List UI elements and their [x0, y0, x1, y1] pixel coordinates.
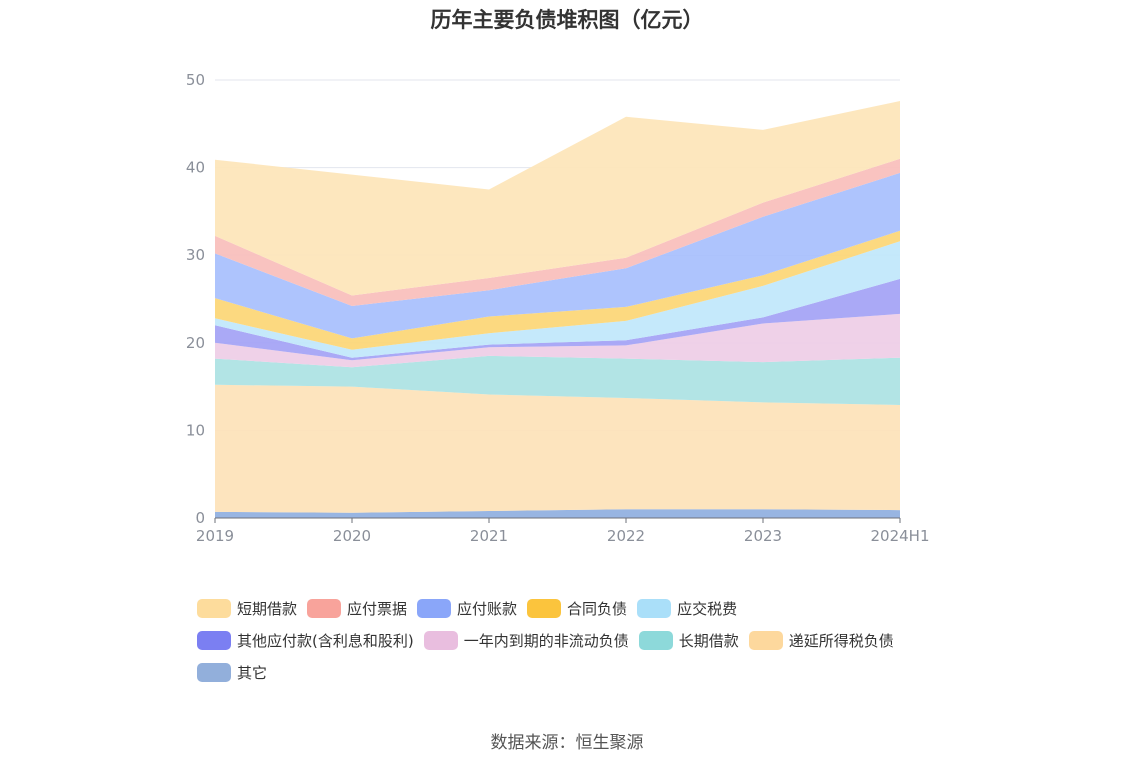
- x-tick-label: 2020: [333, 527, 371, 545]
- legend-label: 应付票据: [347, 599, 408, 618]
- y-tick-label: 20: [186, 334, 205, 352]
- x-tick-label: 2023: [744, 527, 782, 545]
- area-series-短期借款: [215, 101, 900, 296]
- legend-label: 应付账款: [457, 599, 518, 618]
- legend-label: 长期借款: [678, 631, 739, 650]
- y-tick-label: 0: [195, 509, 205, 527]
- legend-label: 应交税费: [677, 599, 738, 618]
- legend: 短期借款 应付票据 应付账款 合同负债 应交税费其他应付款(含利息和股利) 一年内到期的非…: [197, 598, 957, 694]
- legend-swatch: [417, 598, 452, 618]
- legend-item[interactable]: 递延所得税负债: [748, 630, 894, 650]
- legend-item[interactable]: 长期借款: [638, 630, 739, 650]
- legend-swatch: [197, 598, 231, 618]
- legend-label: 合同负债: [567, 599, 628, 618]
- legend-item[interactable]: 短期借款: [197, 598, 297, 618]
- legend-swatch: [527, 598, 562, 618]
- legend-item[interactable]: 应交税费: [637, 598, 737, 618]
- area-series-其他应付款(含利息和股利): [215, 278, 900, 361]
- y-tick-label: 50: [186, 71, 205, 89]
- legend-swatch: [197, 630, 231, 650]
- data-source: 数据来源：恒生聚源: [490, 733, 644, 753]
- area-series-长期借款: [215, 355, 900, 405]
- legend-label: 递延所得税负债: [788, 631, 894, 650]
- area-series-应付账款: [215, 172, 900, 339]
- y-tick-label: 40: [186, 159, 205, 177]
- legend-swatch: [748, 630, 783, 650]
- x-tick-label: 2022: [607, 527, 645, 545]
- legend-label: 其它: [237, 663, 268, 682]
- legend-swatch: [307, 598, 342, 618]
- legend-item[interactable]: 一年内到期的非流动负债: [423, 630, 629, 650]
- y-tick-label: 30: [186, 246, 205, 264]
- legend-swatch: [638, 630, 673, 650]
- area-series: [215, 101, 900, 518]
- area-series-其它: [215, 509, 900, 518]
- area-series-合同负债: [215, 230, 900, 350]
- y-tick-label: 10: [186, 421, 205, 439]
- legend-item[interactable]: 其它: [197, 662, 267, 682]
- legend-label: 一年内到期的非流动负债: [463, 631, 629, 650]
- area-series-递延所得税负债: [215, 384, 900, 513]
- legend-item[interactable]: 应付账款: [417, 598, 517, 618]
- area-series-应付票据: [215, 158, 900, 306]
- legend-label: 其他应付款(含利息和股利): [237, 631, 414, 650]
- legend-swatch: [197, 662, 231, 682]
- chart-title: 历年主要负债堆积图（亿元）: [430, 8, 704, 32]
- x-tick-label: 2021: [470, 527, 508, 545]
- area-series-应交税费: [215, 241, 900, 358]
- legend-item[interactable]: 合同负债: [527, 598, 627, 618]
- legend-item[interactable]: 其他应付款(含利息和股利): [197, 630, 414, 650]
- legend-swatch: [423, 630, 458, 650]
- legend-swatch: [637, 598, 672, 618]
- area-series-一年内到期的非流动负债: [215, 313, 900, 368]
- legend-label: 短期借款: [237, 599, 298, 618]
- axes: 0 10 20 30 40 50 2019 2020 2021 2022 2023 2024H1: [186, 71, 930, 545]
- stacked-area-chart: 0 10 20 30 40 50 2019 2020 2021 2022 2023 2024H1: [186, 71, 930, 545]
- x-tick-label: 2024H1: [871, 527, 930, 545]
- x-tick-label: 2019: [196, 527, 234, 545]
- legend-item[interactable]: 应付票据: [307, 598, 407, 618]
